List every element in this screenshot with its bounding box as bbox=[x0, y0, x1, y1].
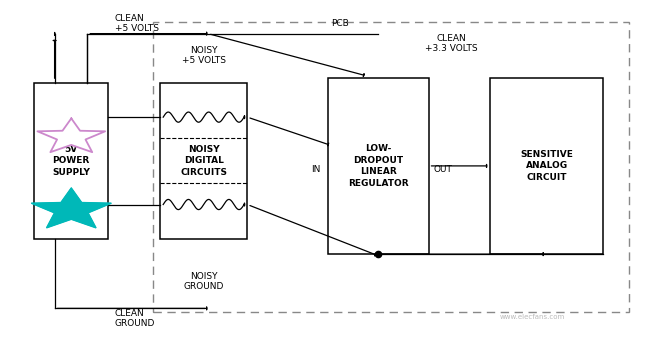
Text: www.elecfans.com: www.elecfans.com bbox=[499, 314, 565, 320]
Bar bbox=[160, 83, 248, 239]
Text: LOW-
DROPOUT
LINEAR
REGULATOR: LOW- DROPOUT LINEAR REGULATOR bbox=[348, 144, 409, 187]
Text: SENSITIVE
ANALOG
CIRCUIT: SENSITIVE ANALOG CIRCUIT bbox=[520, 150, 573, 182]
Polygon shape bbox=[31, 188, 111, 228]
Polygon shape bbox=[38, 118, 105, 152]
Text: OUT: OUT bbox=[434, 165, 452, 174]
Bar bbox=[328, 78, 428, 254]
Text: CLEAN
+5 VOLTS: CLEAN +5 VOLTS bbox=[114, 14, 159, 33]
Text: CLEAN
GROUND: CLEAN GROUND bbox=[114, 309, 155, 328]
Text: PCB: PCB bbox=[332, 19, 349, 28]
Text: CLEAN
+3.3 VOLTS: CLEAN +3.3 VOLTS bbox=[425, 34, 478, 53]
Bar bbox=[490, 78, 603, 254]
Text: NOISY
GROUND: NOISY GROUND bbox=[184, 272, 224, 291]
Text: 5V
POWER
SUPPLY: 5V POWER SUPPLY bbox=[52, 145, 90, 177]
Text: NOISY
+5 VOLTS: NOISY +5 VOLTS bbox=[182, 46, 226, 65]
Text: NOISY
DIGITAL
CIRCUITS: NOISY DIGITAL CIRCUITS bbox=[180, 145, 227, 177]
Bar bbox=[34, 83, 108, 239]
Text: IN: IN bbox=[311, 165, 320, 174]
